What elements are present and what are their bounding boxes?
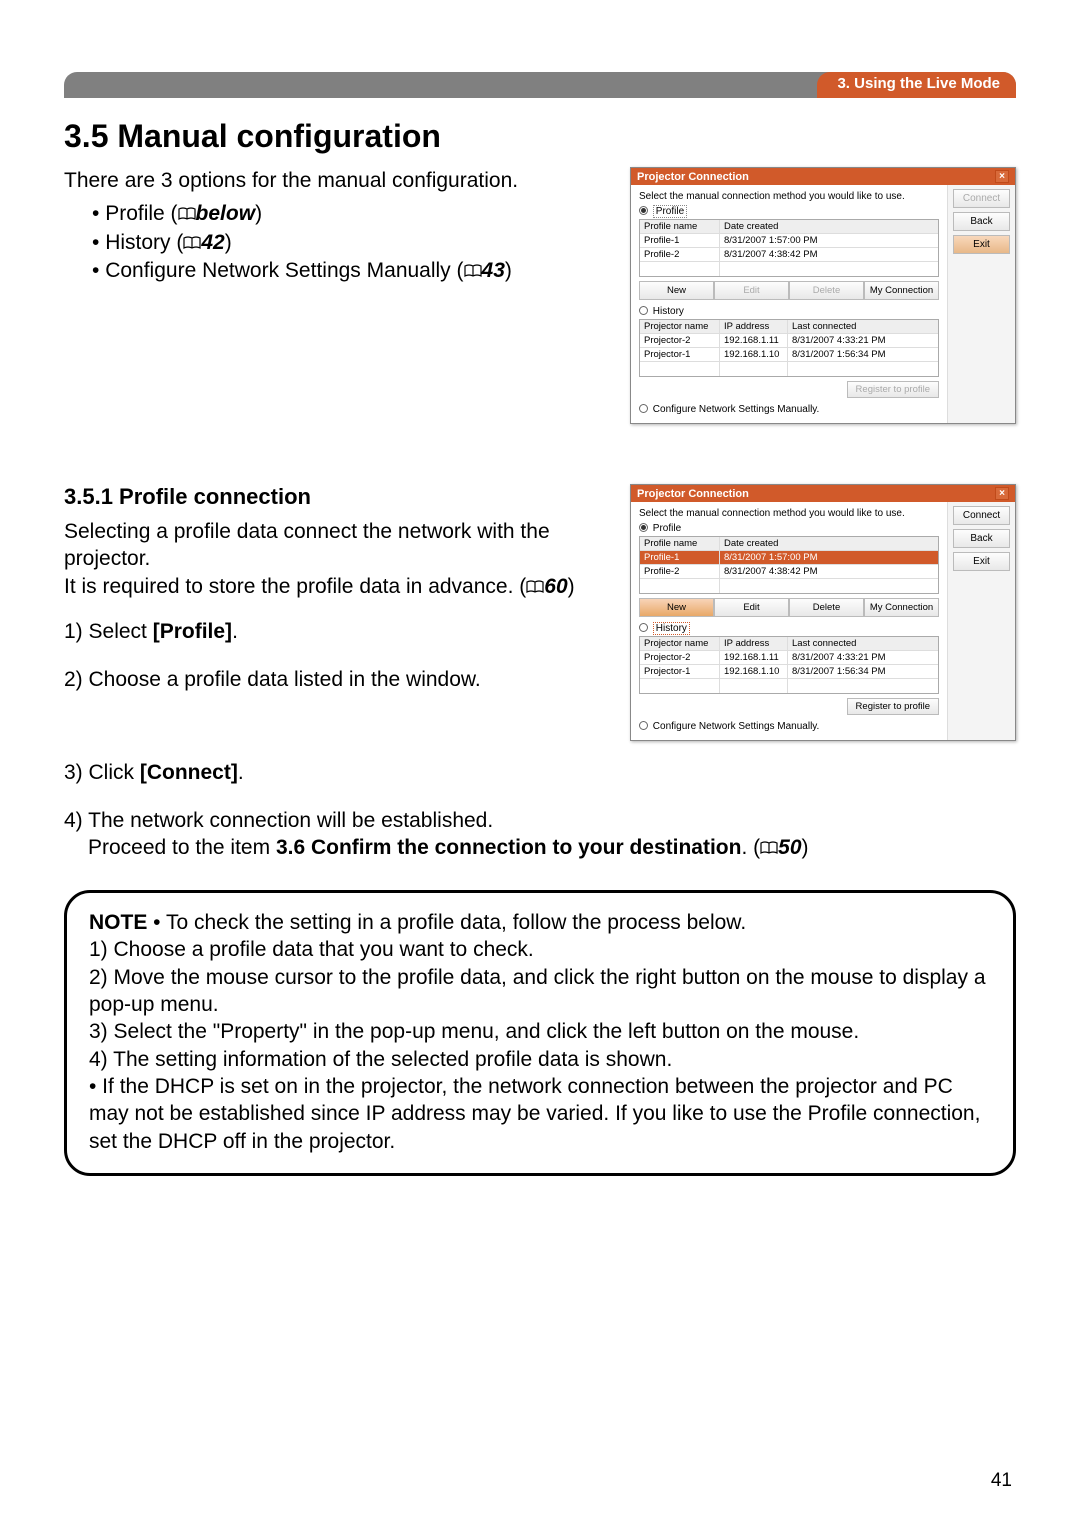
exit-button[interactable]: Exit — [953, 235, 1010, 254]
col-ip-address: IP address — [720, 320, 788, 333]
edit-button[interactable]: Edit — [714, 281, 789, 300]
radio-icon — [639, 721, 648, 730]
register-button[interactable]: Register to profile — [847, 381, 939, 398]
page-number: 41 — [991, 1470, 1012, 1492]
radio-manual[interactable]: Configure Network Settings Manually. — [639, 404, 939, 415]
table-row — [640, 679, 938, 693]
table-row — [640, 362, 938, 376]
table-row[interactable]: Profile-1 8/31/2007 1:57:00 PM — [640, 234, 938, 248]
delete-button[interactable]: Delete — [789, 598, 864, 617]
note-line-4: 4) The setting information of the select… — [89, 1048, 672, 1071]
note-line-3: 3) Select the "Property" in the pop-up m… — [89, 1020, 859, 1043]
option-history: History (42) — [92, 229, 610, 257]
exit-button[interactable]: Exit — [953, 552, 1010, 571]
delete-button[interactable]: Delete — [789, 281, 864, 300]
radio-icon — [639, 206, 648, 215]
option-profile: Profile (below) — [92, 200, 610, 228]
note-label: NOTE — [89, 911, 147, 934]
note-line-2: 2) Move the mouse cursor to the profile … — [89, 966, 986, 1016]
col-last-connected: Last connected — [788, 320, 938, 333]
new-button[interactable]: New — [639, 598, 714, 617]
sub-p1: Selecting a profile data connect the net… — [64, 518, 610, 573]
col-date-created: Date created — [720, 220, 938, 233]
radio-history[interactable]: History — [639, 623, 939, 634]
dialog-instruction: Select the manual connection method you … — [639, 191, 939, 202]
dialog-title: Projector Connection — [637, 488, 749, 500]
radio-history-label: History — [653, 622, 690, 635]
book-icon — [760, 841, 778, 855]
col-projector-name: Projector name — [640, 637, 720, 650]
radio-icon — [639, 623, 648, 632]
step-1: 1) Select [Profile]. — [64, 618, 610, 646]
chapter-label: 3. Using the Live Mode — [817, 72, 1016, 98]
note-line-1: 1) Choose a profile data that you want t… — [89, 938, 534, 961]
table-row[interactable]: Projector-1 192.168.1.10 8/31/2007 1:56:… — [640, 348, 938, 362]
radio-manual-label: Configure Network Settings Manually. — [653, 404, 820, 415]
table-row[interactable]: Profile-1 8/31/2007 1:57:00 PM — [640, 551, 938, 565]
options-list: Profile (below) History (42) Configure N… — [92, 200, 610, 285]
note-line-5: • If the DHCP is set on in the projector… — [89, 1075, 980, 1153]
radio-manual-label: Configure Network Settings Manually. — [653, 721, 820, 732]
col-ip-address: IP address — [720, 637, 788, 650]
radio-profile-label: Profile — [653, 523, 681, 534]
radio-profile[interactable]: Profile — [639, 523, 939, 534]
radio-history-label: History — [653, 306, 684, 317]
dialog-instruction: Select the manual connection method you … — [639, 508, 939, 519]
edit-button[interactable]: Edit — [714, 598, 789, 617]
radio-profile-label: Profile — [653, 205, 687, 218]
table-row — [640, 262, 938, 276]
back-button[interactable]: Back — [953, 529, 1010, 548]
book-icon — [183, 236, 201, 250]
table-row[interactable]: Projector-2 192.168.1.11 8/31/2007 4:33:… — [640, 651, 938, 665]
history-grid: Projector name IP address Last connected… — [639, 319, 939, 377]
book-icon — [526, 580, 544, 594]
history-grid: Projector name IP address Last connected… — [639, 636, 939, 694]
radio-icon — [639, 306, 648, 315]
step-2: 2) Choose a profile data listed in the w… — [64, 666, 610, 694]
header-bar: 3. Using the Live Mode — [64, 72, 1016, 98]
table-row[interactable]: Projector-1 192.168.1.10 8/31/2007 1:56:… — [640, 665, 938, 679]
register-button[interactable]: Register to profile — [847, 698, 939, 715]
my-connection-button[interactable]: My Connection — [864, 598, 939, 617]
dialog-titlebar: Projector Connection × — [631, 485, 1015, 502]
back-button[interactable]: Back — [953, 212, 1010, 231]
radio-manual[interactable]: Configure Network Settings Manually. — [639, 721, 939, 732]
section-intro: There are 3 options for the manual confi… — [64, 167, 610, 194]
table-row — [640, 579, 938, 593]
col-date-created: Date created — [720, 537, 938, 550]
table-row[interactable]: Profile-2 8/31/2007 4:38:42 PM — [640, 248, 938, 262]
my-connection-button[interactable]: My Connection — [864, 281, 939, 300]
close-icon[interactable]: × — [995, 487, 1009, 500]
connect-button[interactable]: Connect — [953, 189, 1010, 208]
dialog-titlebar: Projector Connection × — [631, 168, 1015, 185]
radio-profile[interactable]: Profile — [639, 206, 939, 217]
col-profile-name: Profile name — [640, 537, 720, 550]
connect-button[interactable]: Connect — [953, 506, 1010, 525]
col-profile-name: Profile name — [640, 220, 720, 233]
col-projector-name: Projector name — [640, 320, 720, 333]
dialog-projector-connection-2: Projector Connection × Select the manual… — [630, 484, 1016, 741]
radio-icon — [639, 404, 648, 413]
section-title: 3.5 Manual configuration — [64, 118, 1016, 155]
book-icon — [464, 264, 482, 278]
close-icon[interactable]: × — [995, 170, 1009, 183]
option-manual: Configure Network Settings Manually (43) — [92, 257, 610, 285]
step-3: 3) Click [Connect]. — [64, 759, 1016, 787]
radio-history[interactable]: History — [639, 306, 939, 317]
table-row[interactable]: Projector-2 192.168.1.11 8/31/2007 4:33:… — [640, 334, 938, 348]
subsection-title: 3.5.1 Profile connection — [64, 484, 610, 510]
col-last-connected: Last connected — [788, 637, 938, 650]
radio-icon — [639, 523, 648, 532]
dialog-projector-connection-1: Projector Connection × Select the manual… — [630, 167, 1016, 424]
profile-grid: Profile name Date created Profile-1 8/31… — [639, 536, 939, 594]
note-box: NOTE • To check the setting in a profile… — [64, 890, 1016, 1176]
dialog-title: Projector Connection — [637, 171, 749, 183]
sub-p2: It is required to store the profile data… — [64, 573, 610, 600]
book-icon — [178, 207, 196, 221]
profile-grid: Profile name Date created Profile-1 8/31… — [639, 219, 939, 277]
step-4: 4) The network connection will be establ… — [64, 807, 1016, 862]
table-row[interactable]: Profile-2 8/31/2007 4:38:42 PM — [640, 565, 938, 579]
new-button[interactable]: New — [639, 281, 714, 300]
